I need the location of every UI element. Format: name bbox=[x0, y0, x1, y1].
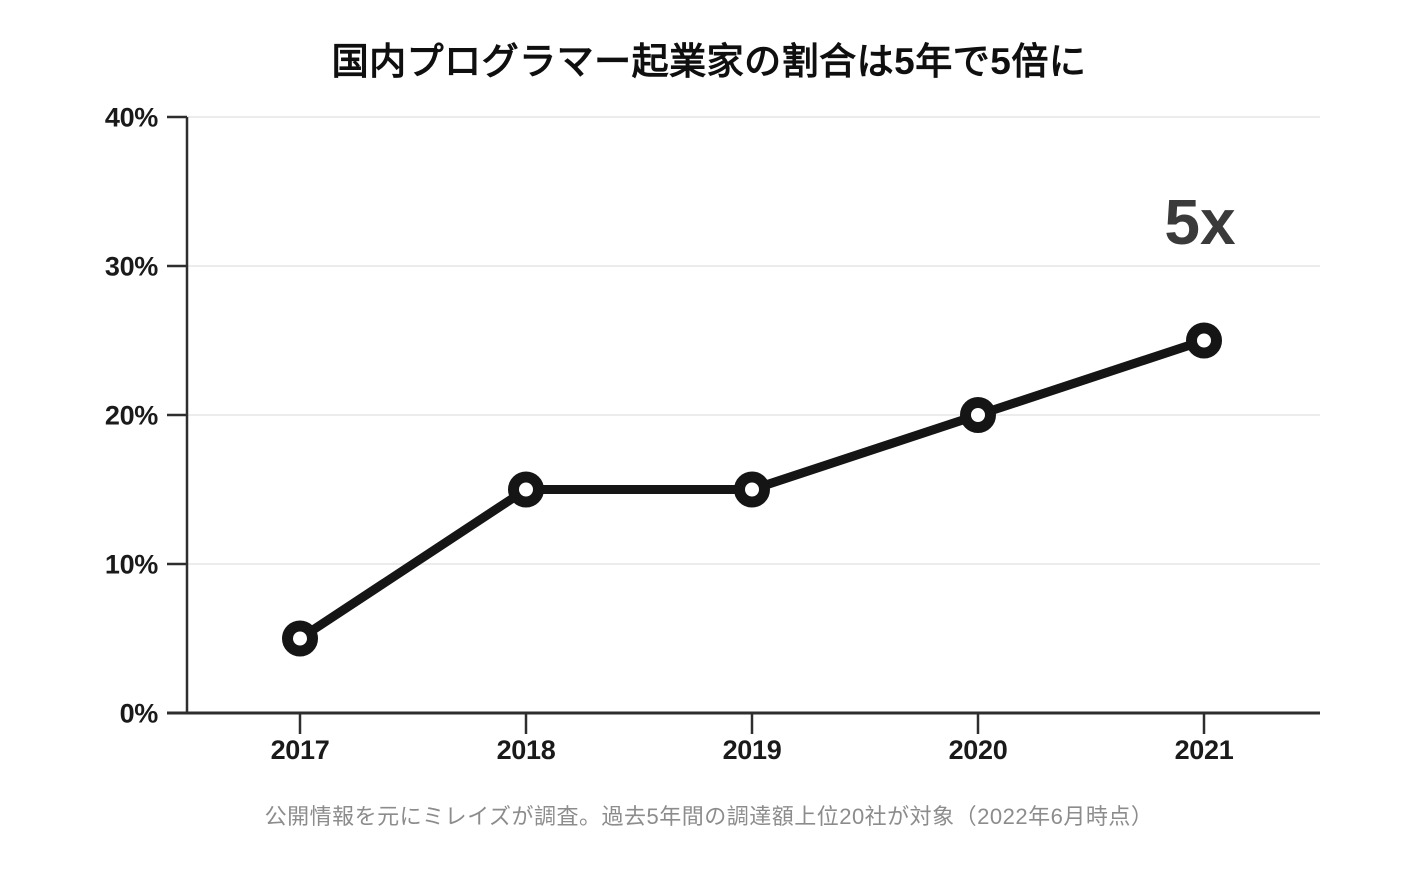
x-tick-label-2018: 2018 bbox=[497, 735, 556, 765]
x-tick-label-2021: 2021 bbox=[1175, 735, 1234, 765]
data-point-2019 bbox=[734, 471, 770, 508]
x-tick-label-2017: 2017 bbox=[271, 735, 330, 765]
data-point-2018 bbox=[508, 471, 544, 508]
y-tick-label-20: 20% bbox=[105, 400, 158, 430]
y-tick-label-10: 10% bbox=[105, 549, 158, 579]
chart-title: 国内プログラマー起業家の割合は5年で5倍に bbox=[331, 41, 1087, 82]
x-tick-label-2019: 2019 bbox=[723, 735, 782, 765]
data-point-2020 bbox=[960, 397, 996, 433]
y-tick-label-0: 0% bbox=[120, 698, 159, 728]
data-point-2021 bbox=[1186, 322, 1222, 359]
y-tick-label-30: 30% bbox=[105, 251, 158, 281]
chart-caption: 公開情報を元にミレイズが調査。過去5年間の調達額上位20社が対象（2022年6月… bbox=[264, 804, 1154, 829]
x-tick-label-2020: 2020 bbox=[949, 735, 1008, 765]
growth-multiplier-annotation: 5x bbox=[1164, 186, 1236, 258]
data-point-2017 bbox=[282, 620, 318, 657]
y-tick-label-40: 40% bbox=[105, 102, 158, 132]
